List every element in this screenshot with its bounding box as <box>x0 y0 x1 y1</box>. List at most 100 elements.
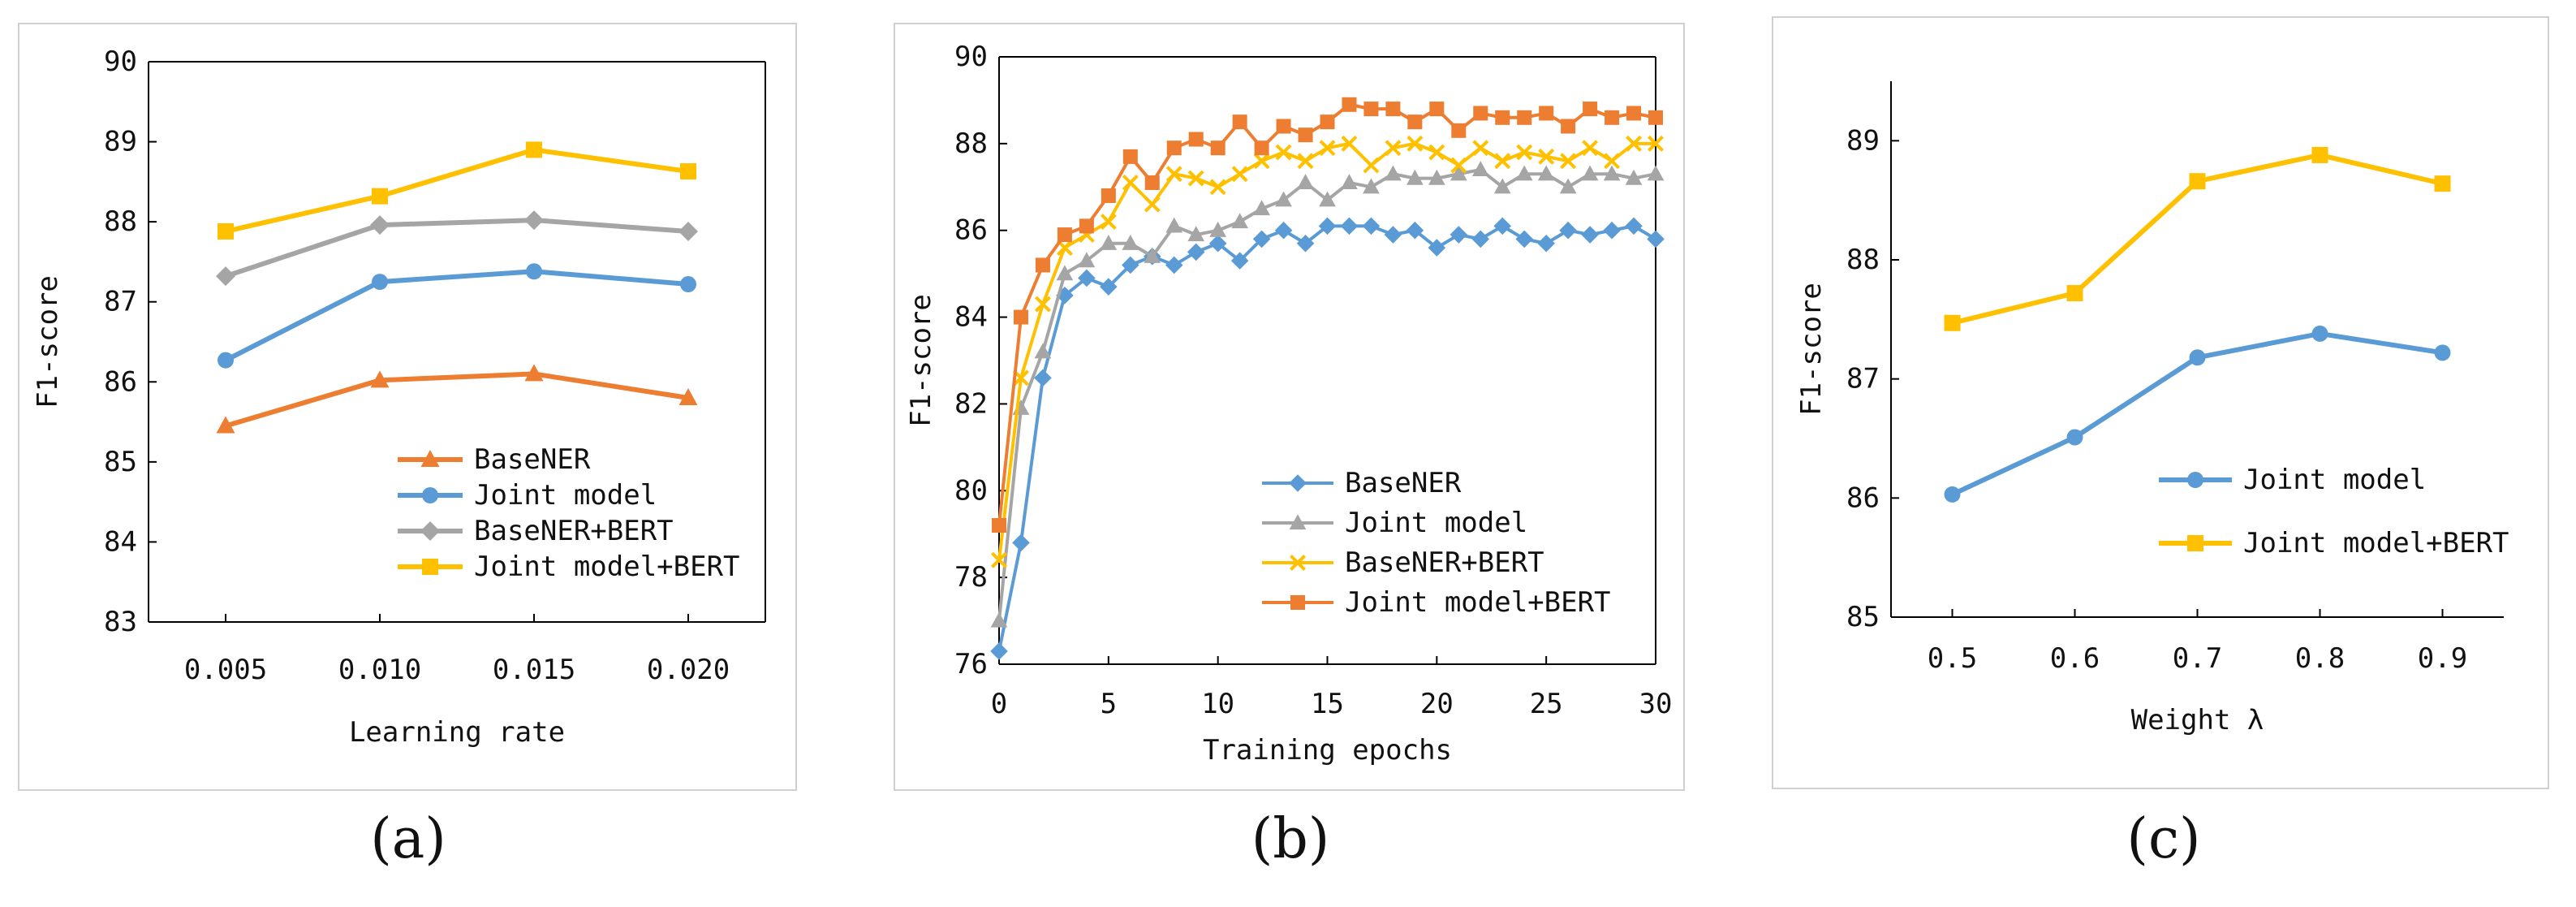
chart-b-series-2-point <box>1100 214 1117 230</box>
chart-a-ytick-label: 83 <box>104 606 137 638</box>
chart-a-xtick-label: 0.005 <box>184 654 267 686</box>
chart-b-ytick-label: 78 <box>954 561 988 594</box>
chart-b-series-3-point <box>1385 101 1401 117</box>
chart-b-ytick-label: 86 <box>954 214 988 247</box>
chart-a-xtick-label: 0.015 <box>493 654 575 686</box>
chart-a-series-1 <box>218 263 696 369</box>
chart-b-series-0-point <box>1647 230 1665 248</box>
chart-a-series-2-point <box>216 266 235 287</box>
chart-a-series-3 <box>218 141 696 240</box>
chart-b-series-2-point <box>1319 140 1336 157</box>
chart-b-series-1-point <box>1187 226 1205 242</box>
chart-b-series-3-point <box>1122 149 1138 164</box>
chart-b-legend-label-3: Joint model+BERT <box>1345 586 1611 619</box>
chart-b-series-2-point <box>1209 179 1226 196</box>
chart-b-series-3-point <box>1188 132 1204 147</box>
chart-b-series-3-point <box>1648 110 1663 125</box>
chart-a-series-0-point <box>524 364 544 382</box>
chart-b-series-3-point <box>1013 309 1028 325</box>
chart-b-legend-label-1: Joint model <box>1345 507 1527 539</box>
chart-b-series-3-point <box>1495 110 1510 125</box>
chart-b-series-3-point <box>1605 110 1620 125</box>
chart-a-xlabel: Learning rate <box>349 716 565 749</box>
panel-label-a: (a) <box>370 807 446 871</box>
chart-b-xtick-label: 30 <box>1639 688 1673 720</box>
chart-a-series-0-line <box>225 371 689 429</box>
chart-b-series-1-point <box>990 611 1008 628</box>
chart-a-series-2-point <box>524 210 544 231</box>
chart-c-series-1-point <box>2189 173 2206 190</box>
chart-c-ytick-label: 85 <box>1846 601 1880 633</box>
chart-b-series-1-point <box>1559 178 1577 194</box>
chart-b-series-3-point <box>1407 114 1423 130</box>
chart-b-series-1-point <box>1428 169 1445 185</box>
chart-b-series-3-point <box>1539 106 1554 121</box>
chart-c-ytick-label: 88 <box>1846 244 1880 276</box>
chart-b-series-0-point <box>1274 221 1293 240</box>
chart-c-xtick-label: 0.9 <box>2418 642 2467 675</box>
chart-b-series-1-point <box>1406 169 1424 185</box>
chart-b-series-0-point <box>1122 256 1139 274</box>
chart-b-legend-label-0: BaseNER <box>1345 467 1462 499</box>
chart-b-series-1-point <box>1385 165 1402 181</box>
chart-b-series-0-point <box>1100 278 1118 296</box>
chart-b-series-0-point <box>1493 217 1512 235</box>
chart-b-series-2-point <box>1144 196 1161 213</box>
chart-b-series-1-point <box>1341 174 1358 190</box>
chart-a: 83 84 85 86 87 88 89 90 0.005 0.010 0.015 0.020 Lear… <box>32 45 766 749</box>
chart-b-series-0-point <box>1012 533 1030 552</box>
chart-a-ytick-label: 89 <box>104 126 137 158</box>
chart-b-series-1-point <box>1625 169 1643 185</box>
chart-b-series-0-point <box>1625 217 1643 235</box>
chart-b-legend-marker-1 <box>1289 514 1307 530</box>
chart-b-series-1-point <box>1253 200 1270 216</box>
chart-b-series-1-point <box>1319 191 1336 207</box>
chart-b-series-3-point <box>1342 97 1357 112</box>
chart-b-series-2-point <box>1428 144 1445 161</box>
chart-a-legend-marker-0 <box>420 450 440 467</box>
chart-b-series-1-point <box>1275 191 1292 207</box>
chart-b-legend-label-2: BaseNER+BERT <box>1345 546 1544 579</box>
chart-b-series-2-point <box>1122 174 1139 191</box>
chart-b-series-2-point <box>1450 157 1467 174</box>
chart-a-ytick-label: 90 <box>104 45 137 78</box>
chart-c-series-1-point <box>2066 285 2083 302</box>
chart-b-series-0-point <box>1537 234 1555 253</box>
chart-a-series-0-point <box>216 416 235 434</box>
chart-b-legend-marker-2 <box>1290 555 1306 571</box>
chart-a-series-2-point <box>678 221 698 241</box>
chart-c-frame <box>1772 16 2549 789</box>
chart-b-xtick-label: 5 <box>1101 688 1117 720</box>
chart-a-ytick-label: 85 <box>104 446 137 478</box>
chart-b-legend-marker-3 <box>1290 595 1305 610</box>
chart-b-series-3-point <box>1451 123 1467 138</box>
chart-c-series-1-point <box>1944 314 1961 331</box>
chart-b-series-1-point <box>1231 213 1248 229</box>
chart-b-series-0-point <box>1230 252 1249 270</box>
chart-b-series-3-point <box>1210 140 1226 156</box>
chart-b-series-1-point <box>1603 165 1621 181</box>
chart-b-series-3-point <box>1473 106 1488 121</box>
chart-b-xtick-label: 20 <box>1420 688 1454 720</box>
chart-c-series-0-point <box>2189 349 2206 366</box>
chart-b-series-3-point <box>992 518 1006 533</box>
chart-a-series-3-point <box>526 141 542 158</box>
chart-b-series-3-point <box>1320 114 1335 130</box>
chart-a-legend-label-2: BaseNER+BERT <box>474 515 674 547</box>
chart-b-series-0-point <box>1056 287 1074 304</box>
chart-b-series-3-point <box>1057 227 1072 243</box>
chart-c-ylabel: F1-score <box>1795 283 1828 416</box>
chart-b-series-0-point <box>1471 230 1490 248</box>
chart-c-ytick-label: 86 <box>1846 482 1880 514</box>
chart-c-series-0-point <box>2311 325 2328 342</box>
chart-b-series-3-point <box>1079 218 1094 234</box>
chart-a-legend-label-0: BaseNER <box>474 443 591 476</box>
chart-b-series-3-point <box>1561 119 1576 134</box>
chart-c-xtick-label: 0.7 <box>2173 642 2222 675</box>
chart-b-series-0-point <box>1559 221 1577 240</box>
chart-c: 85 86 87 88 89 0.5 0.6 0.7 0.8 0.9 Weight λ F1-scor… <box>1795 81 2509 736</box>
chart-b-series-2-point <box>1275 144 1292 161</box>
chart-b-series-0-point <box>1034 369 1052 387</box>
chart-b-series-0-point <box>1406 221 1424 240</box>
chart-a-series-3-point <box>372 188 388 205</box>
